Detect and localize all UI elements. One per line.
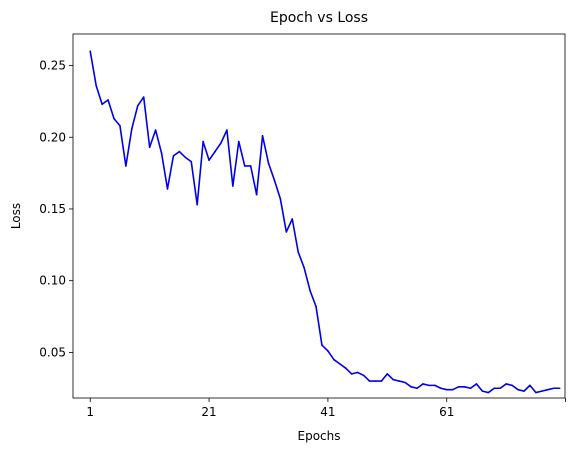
data-point-epoch-30 — [261, 135, 264, 137]
data-point-epoch-56 — [416, 387, 418, 390]
data-point-epoch-42 — [333, 358, 335, 361]
data-point-epoch-70 — [499, 387, 502, 390]
data-point-epoch-38 — [309, 289, 311, 292]
data-point-epoch-14 — [166, 188, 169, 190]
data-point-epoch-36 — [297, 251, 300, 253]
data-point-epoch-44 — [344, 367, 347, 369]
data-point-epoch-16 — [178, 150, 181, 153]
data-point-epoch-24 — [226, 129, 228, 131]
data-point-epoch-23 — [220, 142, 222, 144]
data-point-epoch-61 — [445, 388, 448, 391]
data-point-epoch-64 — [463, 386, 466, 388]
data-point-epoch-27 — [243, 165, 246, 167]
data-point-epoch-7 — [125, 165, 127, 167]
data-point-epoch-58 — [428, 384, 430, 387]
data-point-epoch-5 — [113, 117, 115, 120]
data-point-epoch-51 — [386, 373, 389, 375]
y-tick-label: 0.10 — [39, 274, 66, 288]
data-point-epoch-25 — [232, 185, 234, 187]
y-tick-label: 0.20 — [39, 130, 66, 144]
data-point-epoch-29 — [255, 193, 258, 196]
data-point-epoch-62 — [451, 388, 454, 391]
data-point-epoch-43 — [338, 363, 341, 365]
data-point-epoch-2 — [95, 84, 97, 87]
x-tick-label: 1 — [86, 405, 94, 419]
x-tick-label: 41 — [320, 405, 335, 419]
data-point-epoch-3 — [101, 103, 103, 106]
data-point-epoch-49 — [374, 380, 377, 382]
data-point-epoch-12 — [154, 129, 157, 131]
x-tick-label: 21 — [201, 405, 216, 419]
data-point-epoch-75 — [529, 384, 531, 387]
data-point-epoch-54 — [404, 381, 406, 384]
plot-area — [72, 33, 566, 399]
data-point-epoch-19 — [196, 203, 198, 206]
data-point-epoch-55 — [410, 386, 412, 388]
data-point-epoch-10 — [142, 96, 145, 98]
data-point-epoch-32 — [273, 179, 276, 182]
chart-title: Epoch vs Loss — [270, 10, 368, 26]
y-tick-label: 0.05 — [39, 345, 66, 359]
data-point-epoch-33 — [279, 198, 282, 200]
data-point-epoch-50 — [380, 380, 383, 382]
y-tick-label: 0.15 — [39, 202, 66, 216]
data-point-epoch-68 — [487, 391, 490, 394]
loss-series-line — [89, 51, 560, 394]
data-point-epoch-71 — [505, 383, 507, 385]
data-point-epoch-15 — [172, 155, 175, 157]
loss-series-points — [89, 50, 561, 394]
data-point-epoch-8 — [131, 127, 133, 130]
data-point-epoch-39 — [315, 305, 317, 308]
data-point-epoch-13 — [160, 152, 163, 154]
data-point-epoch-28 — [249, 165, 252, 167]
data-point-epoch-40 — [321, 344, 323, 347]
y-axis: 0.05 0.10 0.15 0.20 0.25 — [39, 59, 73, 359]
data-point-epoch-9 — [136, 104, 139, 107]
data-point-epoch-18 — [190, 160, 193, 163]
data-point-epoch-73 — [517, 388, 519, 391]
data-point-epoch-60 — [440, 387, 442, 390]
data-point-epoch-37 — [303, 266, 305, 269]
data-point-epoch-1 — [89, 50, 92, 53]
data-point-epoch-34 — [285, 231, 288, 233]
data-point-epoch-69 — [493, 387, 496, 390]
data-point-epoch-48 — [368, 380, 371, 382]
data-point-epoch-77 — [541, 390, 543, 392]
data-point-epoch-53 — [398, 380, 401, 382]
data-point-epoch-4 — [107, 99, 109, 101]
data-point-epoch-52 — [392, 378, 395, 381]
data-point-epoch-45 — [350, 373, 353, 375]
y-axis-label: Loss — [9, 203, 23, 229]
data-point-epoch-31 — [267, 162, 270, 164]
data-point-epoch-26 — [237, 140, 240, 143]
data-point-epoch-35 — [291, 218, 294, 220]
data-point-epoch-66 — [475, 383, 478, 385]
y-tick-label: 0.25 — [39, 59, 66, 73]
x-tick-label: 61 — [439, 405, 454, 419]
data-point-epoch-78 — [546, 388, 549, 391]
data-point-epoch-41 — [327, 350, 329, 352]
data-point-epoch-47 — [362, 374, 365, 377]
data-point-epoch-59 — [434, 384, 436, 387]
data-point-epoch-46 — [356, 371, 359, 374]
data-point-epoch-79 — [552, 387, 555, 390]
data-point-epoch-57 — [422, 383, 424, 385]
data-point-epoch-72 — [511, 384, 513, 387]
data-point-epoch-80 — [558, 387, 561, 390]
data-point-epoch-63 — [457, 386, 460, 388]
data-point-epoch-6 — [119, 124, 121, 127]
data-point-epoch-76 — [535, 391, 537, 394]
data-point-epoch-17 — [184, 156, 187, 159]
x-axis-label: Epochs — [298, 429, 341, 443]
data-point-epoch-22 — [214, 150, 216, 153]
data-point-epoch-20 — [202, 140, 204, 143]
data-point-epoch-65 — [469, 387, 472, 390]
x-axis: 1 21 41 61 — [86, 398, 566, 419]
data-point-epoch-11 — [148, 146, 151, 149]
data-point-epoch-67 — [481, 390, 484, 392]
data-point-epoch-21 — [208, 159, 210, 162]
data-point-epoch-74 — [523, 390, 525, 392]
